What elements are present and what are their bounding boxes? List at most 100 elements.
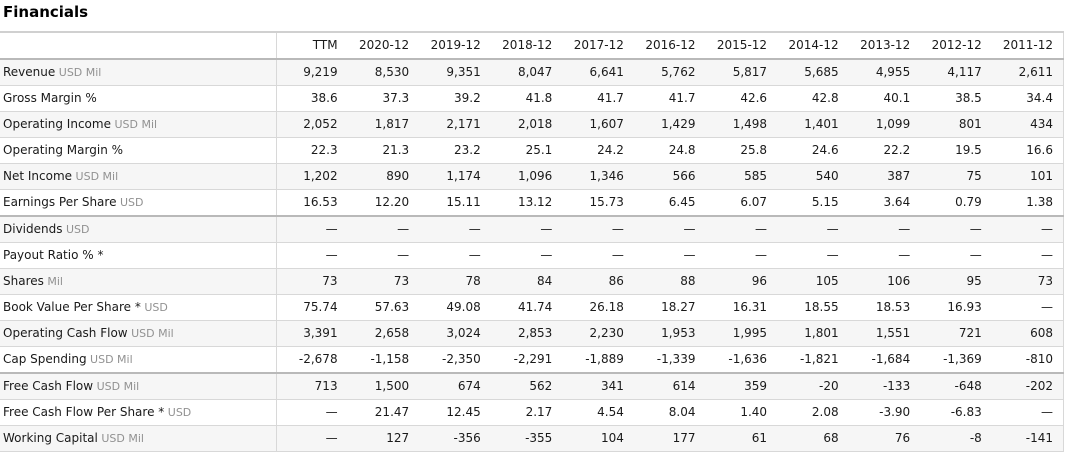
value-cell: 41.74 (517, 300, 553, 314)
value-cell: 18.55 (804, 300, 839, 314)
value-cell: -6.83 (950, 405, 982, 419)
table-row: Operating Cash Flow USD Mil 3,391 2,658 3,0… (0, 320, 1064, 347)
table-row: Dividends USD — — — — — — — — — — — (0, 216, 1064, 243)
row-label-text: Payout Ratio % * (3, 248, 104, 262)
value-cell: 18.27 (661, 300, 696, 314)
column-header: TTM (276, 32, 348, 60)
value-cell: — (755, 248, 768, 262)
value-cell: 84 (537, 274, 553, 288)
value-cell: 101 (1030, 169, 1053, 183)
table-row: Shares Mil 73 73 78 84 86 88 96 105 106 95 73 (0, 268, 1064, 295)
value-cell: 1.38 (1026, 195, 1053, 209)
row-unit: USD (140, 301, 168, 314)
value-cell: — (1041, 300, 1053, 314)
value-cell: 5,817 (732, 65, 768, 79)
value-cell: 25.1 (525, 143, 553, 157)
value-cell: 16.31 (732, 300, 768, 314)
value-cell: 13.12 (517, 195, 553, 209)
value-cell: 1,500 (374, 379, 410, 393)
row-label-text: Earnings Per Share (3, 195, 117, 209)
row-label: Free Cash Flow Per Share * USD (0, 399, 277, 426)
value-cell: 585 (744, 169, 768, 183)
value-cell: — (611, 248, 624, 262)
value-cell: -2,291 (513, 352, 553, 366)
value-cell: 8.04 (668, 405, 696, 419)
value-cell: 9,219 (303, 65, 338, 79)
page-title: Financials (3, 3, 89, 21)
value-cell: -1,821 (799, 352, 839, 366)
value-cell: 801 (958, 117, 982, 131)
value-cell: 86 (608, 274, 624, 288)
row-unit: USD Mil (97, 432, 144, 445)
row-label-text: Cap Spending (3, 352, 87, 366)
row-label: Net Income USD Mil (0, 163, 277, 190)
table-row: Gross Margin % 38.6 37.3 39.2 41.8 41.7 41.7 42… (0, 85, 1064, 112)
value-cell: 177 (672, 431, 696, 445)
value-cell: — (683, 222, 696, 236)
value-cell: 387 (887, 169, 911, 183)
value-cell: -810 (1025, 352, 1053, 366)
table-row: Free Cash Flow USD Mil 713 1,500 674 562 341 6… (0, 373, 1064, 400)
value-cell: 68 (823, 431, 839, 445)
row-label: Revenue USD Mil (0, 59, 277, 86)
value-cell: 1,202 (303, 169, 338, 183)
column-header: 2016-12 (633, 32, 706, 60)
value-cell: -1,889 (585, 352, 624, 366)
value-cell: 359 (744, 379, 768, 393)
value-cell: 562 (529, 379, 553, 393)
value-cell: 1,551 (875, 326, 911, 340)
value-cell: 23.2 (454, 143, 481, 157)
value-cell: 105 (815, 274, 839, 288)
value-cell: 1,346 (589, 169, 624, 183)
value-cell: 2,052 (303, 117, 338, 131)
value-cell: 75 (966, 169, 982, 183)
column-header: 2015-12 (705, 32, 778, 60)
value-cell: 341 (600, 379, 624, 393)
row-unit: USD (116, 196, 144, 209)
value-cell: 3.64 (883, 195, 911, 209)
table-row: Payout Ratio % * — — — — — — — — — — — (0, 242, 1064, 269)
value-cell: 3,024 (446, 326, 481, 340)
value-cell: -8 (969, 431, 982, 445)
value-cell: — (397, 248, 410, 262)
value-cell: 73 (322, 274, 338, 288)
value-cell: 12.20 (374, 195, 410, 209)
value-cell: 12.45 (446, 405, 481, 419)
column-header: 2014-12 (777, 32, 849, 60)
value-cell: 76 (894, 431, 911, 445)
value-cell: -356 (453, 431, 481, 445)
row-unit: USD Mil (93, 380, 140, 393)
value-cell: 16.93 (947, 300, 982, 314)
row-label: Shares Mil (0, 268, 277, 295)
table-row: Operating Income USD Mil 2,052 1,817 2,171 2… (0, 111, 1064, 138)
value-cell: -202 (1025, 379, 1053, 393)
value-cell: 15.73 (589, 195, 624, 209)
value-cell: 6.07 (740, 195, 768, 209)
value-cell: -133 (882, 379, 911, 393)
value-cell: -20 (819, 379, 839, 393)
value-cell: 1.40 (740, 405, 768, 419)
table-row: Revenue USD Mil 9,219 8,530 9,351 8,047 6,641… (0, 59, 1064, 86)
value-cell: — (898, 222, 911, 236)
value-cell: — (683, 248, 696, 262)
value-cell: — (325, 222, 338, 236)
value-cell: 2,018 (517, 117, 553, 131)
value-cell: 1,607 (589, 117, 624, 131)
row-label: Dividends USD (0, 216, 277, 243)
value-cell: — (325, 405, 338, 419)
value-cell: 42.6 (740, 91, 768, 105)
row-label: Gross Margin % (0, 85, 277, 112)
value-cell: 41.8 (525, 91, 553, 105)
value-cell: 127 (386, 431, 410, 445)
value-cell: 75.74 (303, 300, 338, 314)
row-label-text: Dividends (3, 222, 63, 236)
table-row: Operating Margin % 22.3 21.3 23.2 25.1 24.2 24… (0, 137, 1064, 164)
value-cell: 24.2 (597, 143, 624, 157)
value-cell: 104 (600, 431, 624, 445)
column-header: 2013-12 (848, 32, 921, 60)
value-cell: 2,611 (1018, 65, 1053, 79)
value-cell: — (969, 222, 982, 236)
value-cell: 1,174 (446, 169, 481, 183)
value-cell: -2,678 (298, 352, 338, 366)
